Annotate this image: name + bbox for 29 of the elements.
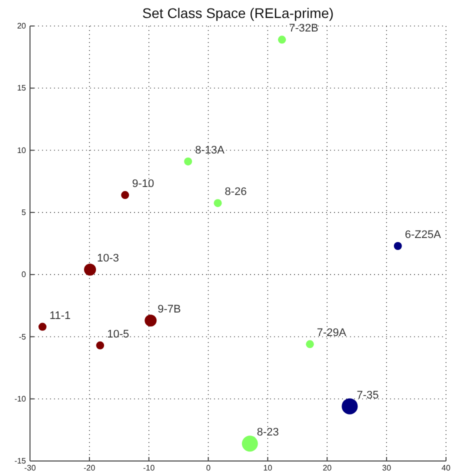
y-tick-label: 10: [17, 146, 27, 155]
x-tick-label: 20: [322, 464, 332, 473]
annotation: 11-1: [49, 310, 71, 322]
y-tick-label: -5: [18, 332, 27, 342]
annotation: 9-7B: [158, 304, 181, 316]
annotation: 9-10: [132, 178, 154, 190]
x-tick-label: 40: [442, 464, 451, 473]
x-tick-label: -20: [84, 464, 96, 473]
annotation: 10-5: [107, 328, 130, 340]
y-tick-label: 0: [22, 270, 27, 280]
annotation: 8-26: [224, 186, 247, 198]
annotation: 8-23: [256, 426, 279, 439]
annotation: 7-29A: [316, 327, 347, 340]
y-tick-label: 20: [17, 22, 27, 31]
x-tick-label: 30: [382, 464, 392, 473]
y-tick-label: -15: [14, 456, 27, 466]
x-tick-label: -30: [24, 464, 36, 473]
annotation: 7-35: [356, 389, 379, 402]
annotation: 10-3: [97, 252, 120, 265]
annotation: 7-32B: [288, 22, 318, 35]
chart-title: Set Class Space (RELa-prime): [142, 5, 334, 21]
x-tick-label: 0: [206, 464, 212, 473]
annotation: 6-Z25A: [404, 228, 442, 241]
x-tick-label: -10: [143, 464, 156, 473]
y-tick-label: 15: [17, 84, 27, 93]
annotation: 8-13A: [195, 144, 226, 156]
y-tick-label: 5: [22, 208, 27, 217]
x-tick-label: 10: [263, 464, 273, 473]
y-tick-label: -10: [14, 394, 27, 404]
